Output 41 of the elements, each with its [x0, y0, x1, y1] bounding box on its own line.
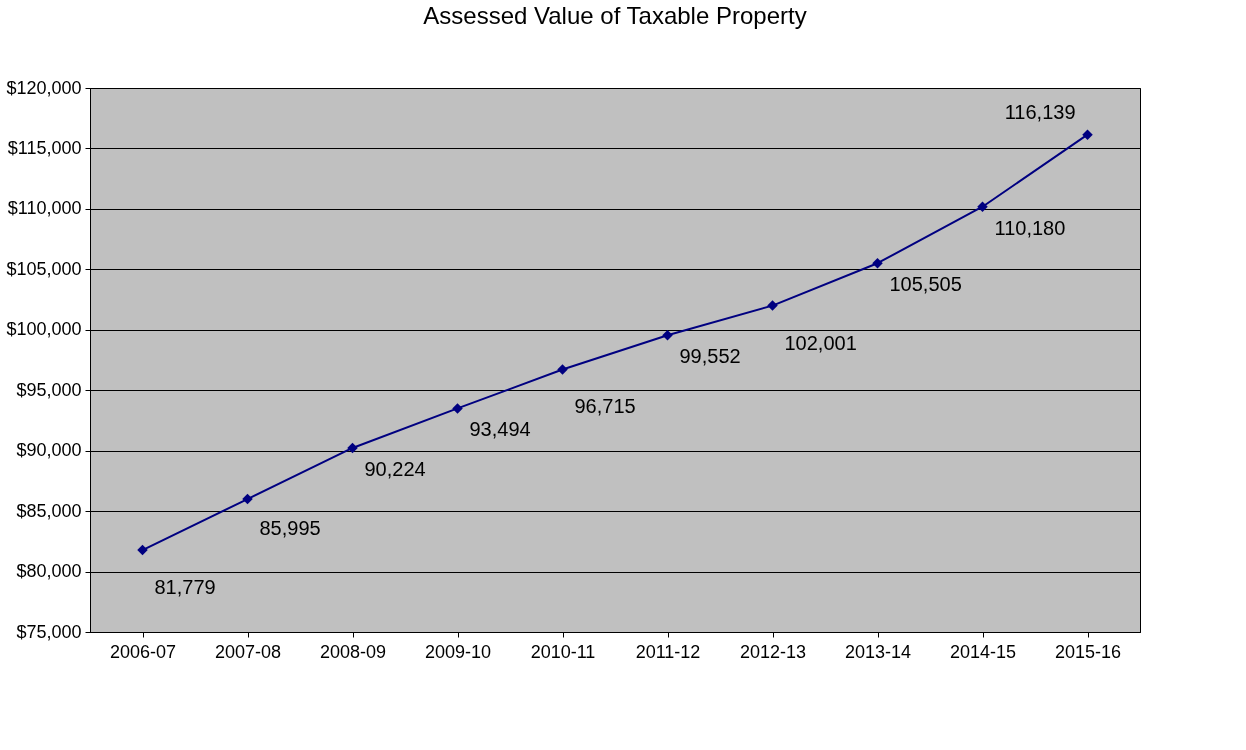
data-label: 99,552 — [679, 345, 741, 368]
x-tick-label: 2012-13 — [739, 641, 807, 662]
point — [557, 364, 568, 375]
x-tick-label: 2006-07 — [109, 641, 177, 662]
chart-title: Assessed Value of Taxable Property — [423, 2, 807, 29]
data-label: 105,505 — [889, 273, 962, 296]
point — [1082, 129, 1093, 140]
point — [662, 329, 673, 341]
data-label: 90,224 — [364, 457, 426, 480]
x-tick-label: 2011-12 — [635, 641, 701, 662]
y-tick-label: $85,000 — [16, 500, 82, 521]
x-tick-label: 2015-16 — [1054, 641, 1122, 662]
x-tick-label: 2007-08 — [214, 641, 282, 662]
x-tick-label: 2009-10 — [424, 641, 492, 662]
y-tick-label: $120,000 — [6, 77, 82, 98]
data-label: 81,779 — [154, 576, 216, 599]
y-tick-label: $75,000 — [16, 621, 82, 642]
data-label: 110,180 — [994, 216, 1066, 239]
data-label: 102,001 — [784, 331, 857, 354]
point — [137, 544, 148, 556]
data-label: 93,494 — [469, 418, 531, 441]
data-label: 116,139 — [1004, 100, 1076, 123]
y-tick-label: $115,000 — [7, 137, 82, 158]
y-tick-label: $100,000 — [6, 319, 82, 340]
point — [347, 442, 358, 454]
point — [872, 257, 883, 269]
x-tick-label: 2014-15 — [949, 641, 1017, 662]
point — [977, 201, 988, 212]
y-tick-label: $110,000 — [7, 198, 82, 219]
y-tick-label: $80,000 — [16, 561, 82, 582]
x-tick-label: 2008-09 — [319, 641, 387, 662]
y-tick-label: $105,000 — [6, 258, 82, 279]
y-tick-label: $90,000 — [16, 440, 82, 461]
point — [242, 493, 253, 505]
point — [767, 300, 778, 311]
data-label: 85,995 — [259, 517, 321, 540]
x-tick-label: 2010-11 — [530, 641, 596, 662]
data-label: 96,715 — [574, 395, 636, 418]
x-tick-label: 2013-14 — [844, 641, 912, 662]
point — [452, 403, 463, 414]
y-tick-label: $95,000 — [16, 379, 82, 400]
